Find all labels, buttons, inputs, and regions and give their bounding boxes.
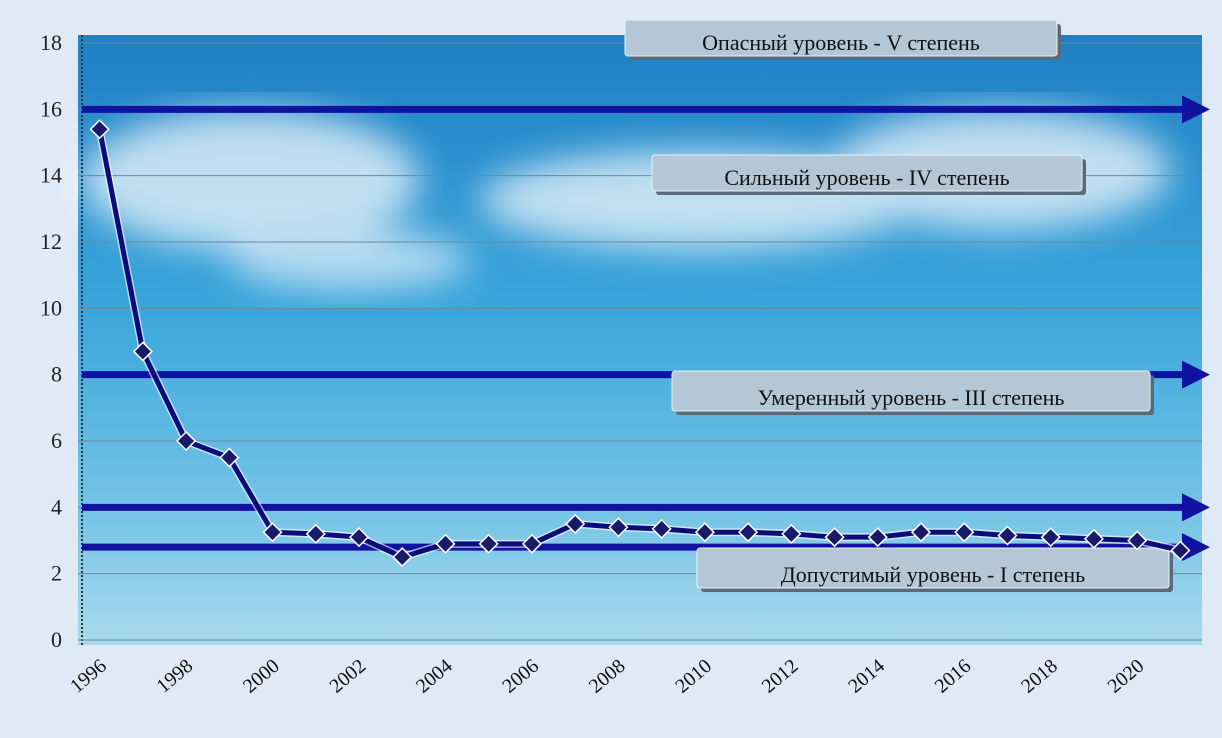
marker bbox=[176, 430, 197, 452]
marker bbox=[521, 533, 542, 554]
marker bbox=[219, 447, 240, 468]
y-tick-label: 2 bbox=[51, 561, 62, 586]
marker bbox=[1127, 530, 1148, 551]
marker bbox=[781, 523, 802, 544]
marker bbox=[954, 522, 975, 543]
marker bbox=[910, 522, 932, 543]
marker bbox=[392, 547, 413, 568]
annotation-box bbox=[624, 19, 1058, 57]
marker bbox=[824, 527, 845, 548]
annotation: Сильный уровень - IV степень bbox=[724, 165, 1009, 190]
y-tick-label: 16 bbox=[40, 96, 62, 121]
marker bbox=[608, 517, 629, 538]
y-tick-label: 8 bbox=[51, 362, 62, 387]
marker bbox=[262, 522, 283, 543]
marker bbox=[478, 533, 499, 554]
y-tick-label: 6 bbox=[51, 428, 62, 453]
annotation-box bbox=[651, 154, 1083, 192]
annotation: Допустимый уровень - I степень bbox=[781, 562, 1085, 587]
marker bbox=[997, 525, 1018, 546]
annotation-box bbox=[671, 370, 1151, 412]
annotation: Умеренный уровень - III степень bbox=[758, 385, 1065, 410]
marker bbox=[1083, 528, 1104, 549]
y-tick-label: 14 bbox=[40, 163, 62, 188]
y-tick-label: 10 bbox=[40, 295, 62, 320]
marker bbox=[867, 527, 888, 548]
marker bbox=[89, 119, 110, 140]
y-tick-label: 18 bbox=[40, 30, 62, 55]
marker bbox=[694, 522, 715, 543]
annotation: Опасный уровень - V степень bbox=[702, 30, 980, 55]
marker bbox=[651, 518, 672, 539]
marker bbox=[348, 527, 370, 548]
marker bbox=[1170, 540, 1191, 561]
y-tick-label: 4 bbox=[51, 494, 62, 519]
marker bbox=[738, 522, 759, 543]
marker bbox=[565, 513, 586, 534]
marker bbox=[305, 523, 326, 544]
y-tick-label: 0 bbox=[51, 627, 62, 652]
marker bbox=[435, 533, 456, 554]
marker bbox=[132, 341, 153, 362]
marker bbox=[1040, 527, 1061, 548]
annotation-box bbox=[696, 547, 1170, 589]
y-tick-label: 12 bbox=[40, 229, 62, 254]
